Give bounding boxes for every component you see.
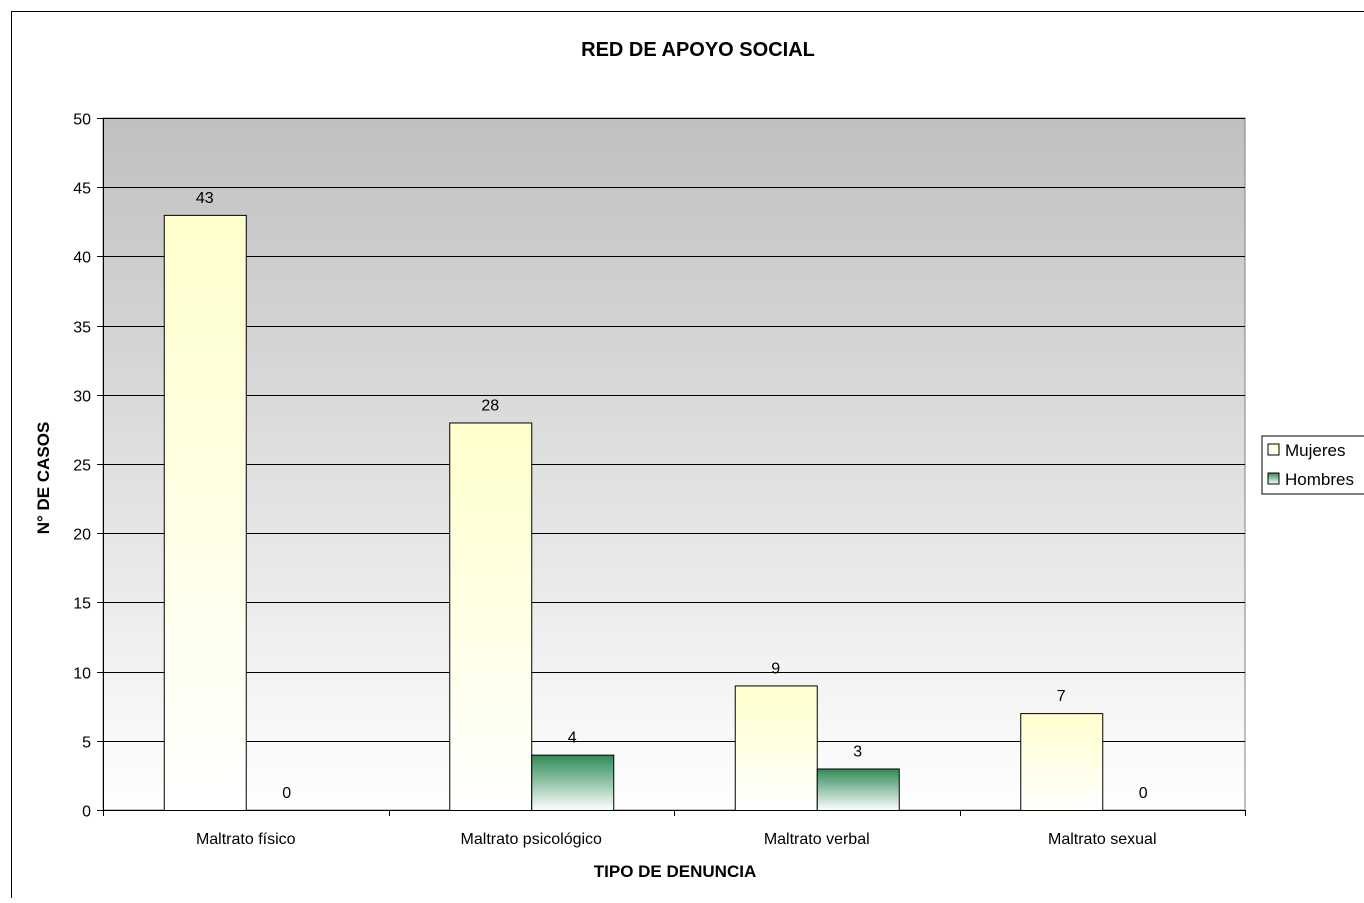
y-tick-label: 10 <box>73 666 91 683</box>
bar-mujeres <box>450 423 532 811</box>
chart-title: RED DE APOYO SOCIAL <box>581 39 815 61</box>
bar-mujeres <box>164 215 246 810</box>
x-tick-label: Maltrato físico <box>196 831 296 848</box>
data-label: 7 <box>1057 688 1066 705</box>
data-label: 3 <box>853 743 862 760</box>
bar-hombres <box>817 769 899 811</box>
y-tick-label: 25 <box>73 458 91 475</box>
x-tick-label: Maltrato verbal <box>764 831 870 848</box>
legend-label-hombres: Hombres <box>1285 470 1354 489</box>
legend-swatch-mujeres <box>1268 444 1279 455</box>
bar-mujeres <box>735 686 817 811</box>
legend-swatch-hombres <box>1268 473 1279 484</box>
data-label: 43 <box>196 190 214 207</box>
y-tick-label: 50 <box>73 112 91 129</box>
data-label: 9 <box>771 660 780 677</box>
data-label: 4 <box>568 730 577 747</box>
x-tick-label: Maltrato psicológico <box>461 831 603 848</box>
legend: Mujeres Hombres <box>1262 436 1364 494</box>
data-label: 0 <box>282 785 291 802</box>
y-tick-label: 30 <box>73 389 91 406</box>
legend-label-mujeres: Mujeres <box>1285 441 1345 460</box>
y-axis-title: N° DE CASOS <box>34 422 53 535</box>
y-tick-label: 20 <box>73 527 91 544</box>
x-tick-label: Maltrato sexual <box>1048 831 1157 848</box>
bar-hombres <box>532 755 614 810</box>
y-tick-label: 5 <box>82 735 91 752</box>
data-label: 28 <box>481 397 499 414</box>
y-tick-label: 40 <box>73 250 91 267</box>
y-tick-label: 15 <box>73 596 91 613</box>
x-axis-title: TIPO DE DENUNCIA <box>594 862 756 881</box>
y-tick-label: 35 <box>73 320 91 337</box>
y-tick-label: 45 <box>73 181 91 198</box>
bar-mujeres <box>1021 714 1103 811</box>
data-label: 0 <box>1139 785 1148 802</box>
y-tick-label: 0 <box>82 804 91 821</box>
